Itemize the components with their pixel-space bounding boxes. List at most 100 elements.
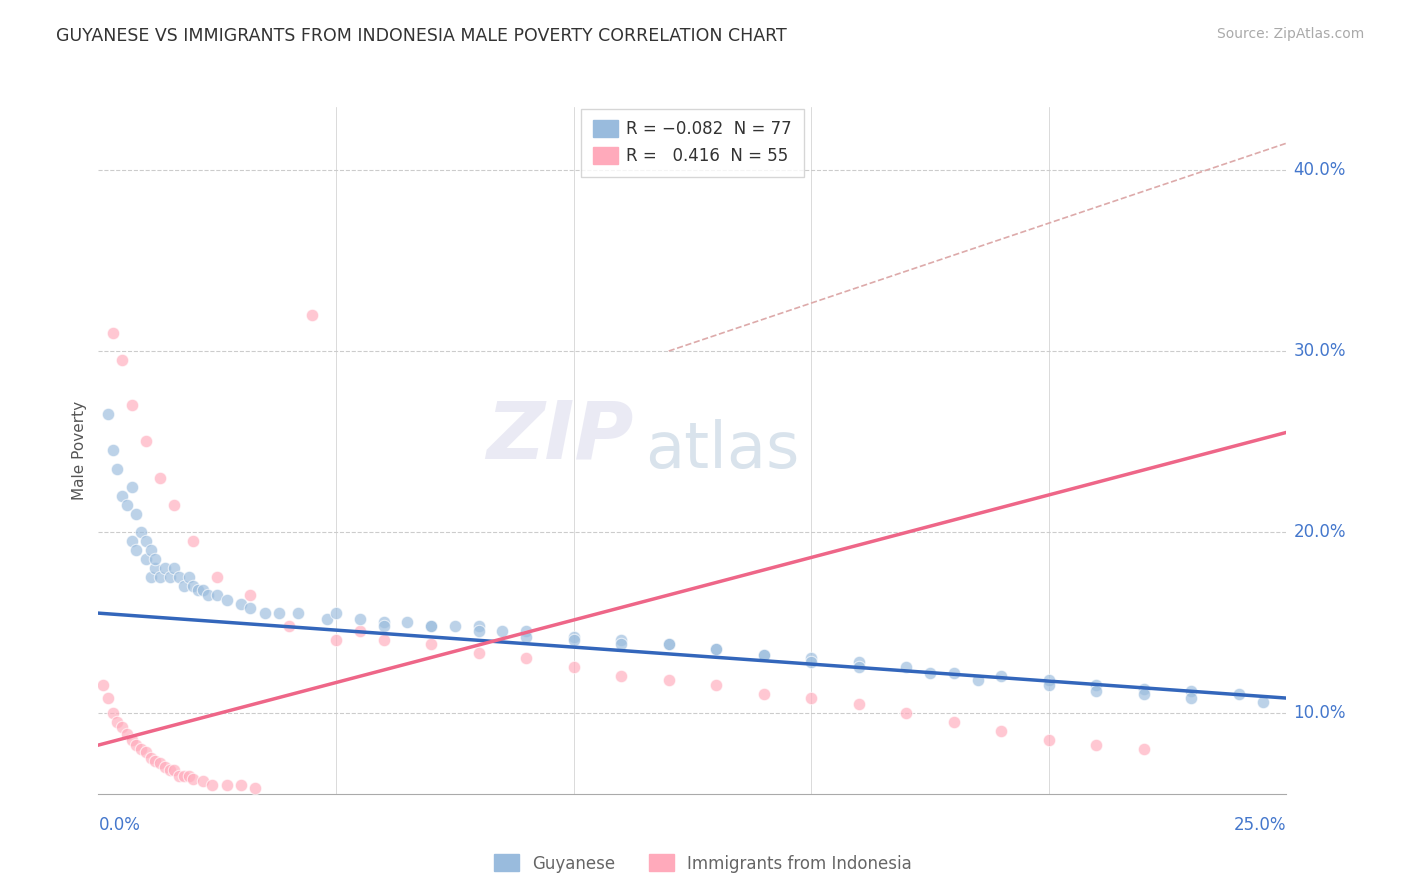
Point [848,697,870,711]
Point [491,624,513,639]
Point [153,760,176,774]
Point [349,611,371,625]
Point [1180,691,1202,706]
Point [121,732,143,747]
Point [149,570,172,584]
Point [420,619,443,633]
Point [848,655,870,669]
Point [139,542,162,557]
Point [396,615,419,630]
Point [1180,683,1202,698]
Point [153,561,176,575]
Point [373,633,395,648]
Point [752,688,775,702]
Point [658,673,681,687]
Point [245,781,267,796]
Point [135,745,157,759]
Point [966,673,988,687]
Point [1133,741,1156,756]
Point [800,691,823,706]
Point [139,570,162,584]
Point [1038,673,1060,687]
Point [191,582,214,597]
Point [163,764,186,778]
Point [107,714,129,729]
Point [800,651,823,665]
Point [139,750,162,764]
Point [704,642,727,657]
Point [1085,738,1108,752]
Point [1227,688,1250,702]
Point [135,533,157,548]
Text: 25.0%: 25.0% [1234,816,1286,834]
Text: atlas: atlas [645,419,799,482]
Point [187,582,209,597]
Point [658,637,681,651]
Point [1038,732,1060,747]
Point [101,443,124,458]
Point [207,570,229,584]
Point [1251,695,1274,709]
Point [420,619,443,633]
Point [373,615,395,630]
Point [111,489,134,503]
Point [159,764,181,778]
Point [215,778,238,792]
Point [125,507,148,521]
Point [752,648,775,662]
Legend: Guyanese, Immigrants from Indonesia: Guyanese, Immigrants from Indonesia [488,847,918,880]
Point [111,353,134,368]
Point [215,593,238,607]
Point [990,723,1012,738]
Point [515,630,537,644]
Point [183,772,205,787]
Point [229,597,252,611]
Point [752,648,775,662]
Point [253,606,276,620]
Point [115,498,138,512]
Point [990,669,1012,683]
Point [301,308,323,322]
Point [159,570,181,584]
Point [115,727,138,741]
Point [896,706,918,720]
Text: ZIP: ZIP [485,398,633,475]
Point [467,646,489,660]
Point [239,588,262,602]
Point [1038,678,1060,692]
Point [704,642,727,657]
Point [145,561,167,575]
Point [101,706,124,720]
Point [515,624,537,639]
Point [149,756,172,771]
Point [125,738,148,752]
Point [135,434,157,449]
Point [149,470,172,484]
Point [173,579,195,593]
Legend: R = −0.082  N = 77, R =   0.416  N = 55: R = −0.082 N = 77, R = 0.416 N = 55 [581,109,804,177]
Point [197,588,219,602]
Point [420,637,443,651]
Point [177,769,200,783]
Point [942,714,965,729]
Point [207,588,229,602]
Point [167,570,190,584]
Point [125,542,148,557]
Point [562,630,585,644]
Point [800,655,823,669]
Point [129,524,152,539]
Point [610,637,633,651]
Point [239,600,262,615]
Point [107,461,129,475]
Point [704,678,727,692]
Text: 0.0%: 0.0% [98,816,141,834]
Text: 20.0%: 20.0% [1294,523,1346,541]
Point [145,755,167,769]
Point [229,778,252,792]
Point [515,651,537,665]
Point [1133,681,1156,696]
Point [111,720,134,734]
Point [467,619,489,633]
Point [467,624,489,639]
Point [135,552,157,566]
